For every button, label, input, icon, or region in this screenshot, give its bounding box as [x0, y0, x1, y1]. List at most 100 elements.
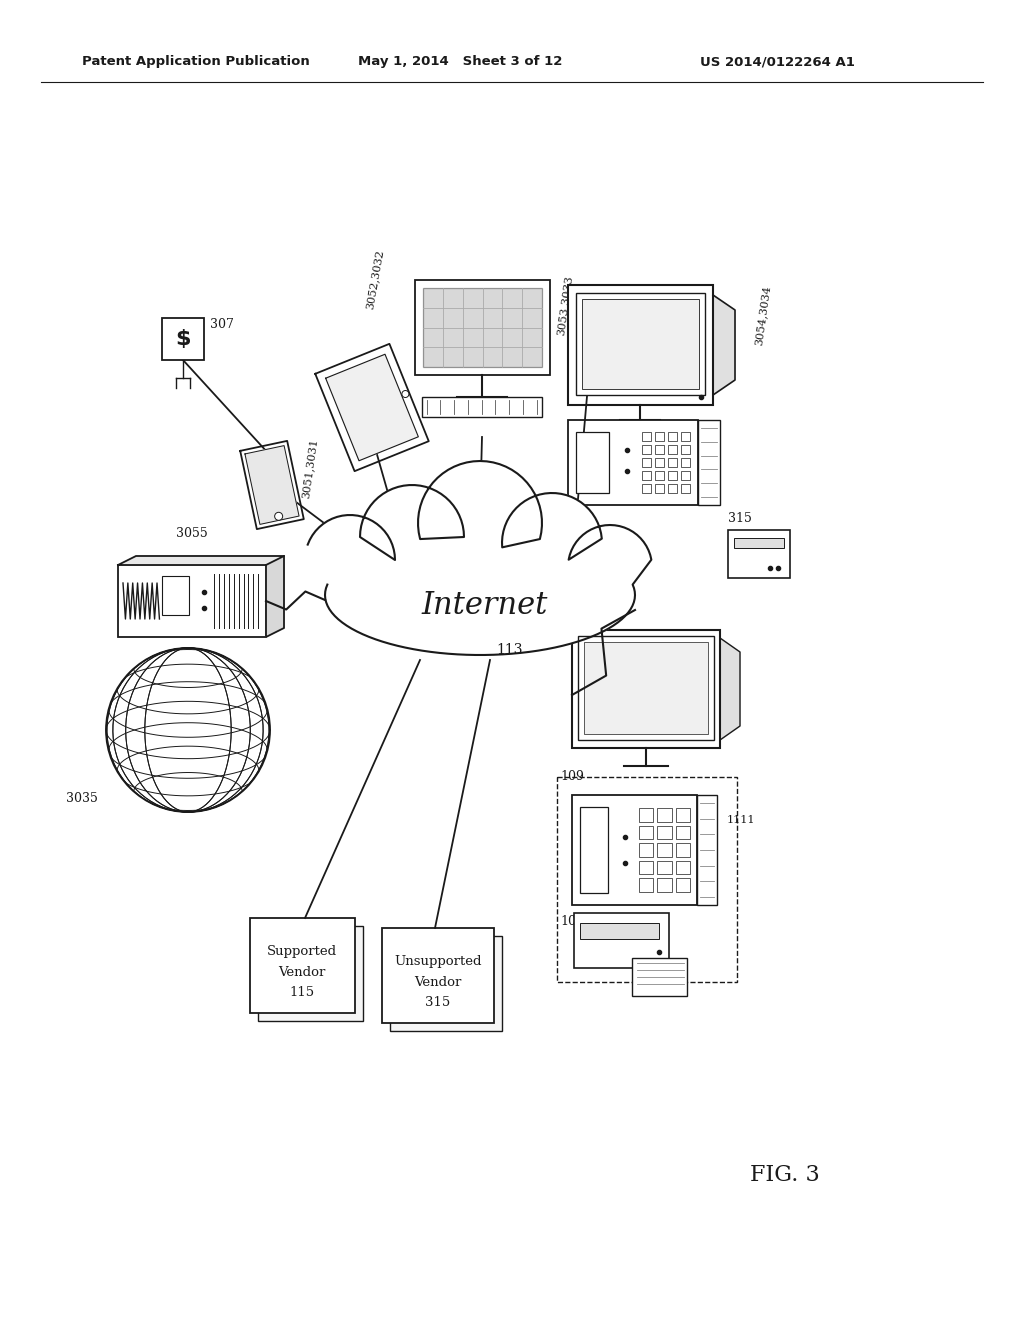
Bar	[657, 808, 672, 821]
Bar	[258, 927, 362, 1020]
Bar	[118, 565, 266, 638]
Bar	[654, 471, 664, 480]
Text: Vendor: Vendor	[415, 975, 462, 989]
Bar	[676, 808, 690, 821]
Text: 3055: 3055	[176, 527, 208, 540]
Text: 115: 115	[290, 986, 314, 999]
Bar	[639, 878, 653, 892]
Text: 315: 315	[425, 995, 451, 1008]
Polygon shape	[308, 461, 651, 655]
Text: Vendor: Vendor	[279, 966, 326, 978]
Bar	[681, 432, 689, 441]
Bar	[668, 471, 677, 480]
Bar	[639, 808, 653, 821]
Text: Supported: Supported	[267, 945, 337, 958]
Text: May 1, 2014   Sheet 3 of 12: May 1, 2014 Sheet 3 of 12	[358, 55, 562, 69]
Polygon shape	[713, 294, 735, 395]
Bar	[575, 432, 608, 492]
Bar	[163, 576, 189, 615]
Polygon shape	[118, 556, 284, 565]
Bar	[422, 397, 542, 417]
Bar	[681, 458, 689, 467]
Polygon shape	[326, 354, 419, 461]
Bar	[632, 958, 687, 997]
Bar	[654, 432, 664, 441]
Bar	[654, 458, 664, 467]
Bar	[390, 936, 502, 1031]
Text: 3051,3031: 3051,3031	[300, 438, 318, 499]
Bar	[415, 280, 550, 375]
Bar	[572, 795, 697, 906]
Text: 103: 103	[575, 609, 599, 622]
Bar	[657, 861, 672, 874]
Bar	[557, 777, 737, 982]
Bar	[641, 458, 650, 467]
Polygon shape	[315, 343, 429, 471]
Text: 3053,3033: 3053,3033	[555, 275, 573, 337]
Bar	[734, 539, 784, 548]
Bar	[654, 484, 664, 492]
Bar	[668, 458, 677, 467]
Circle shape	[274, 512, 283, 520]
Text: Unsupported: Unsupported	[394, 954, 481, 968]
Text: 315: 315	[728, 512, 752, 525]
Circle shape	[401, 391, 409, 397]
Bar	[681, 445, 689, 454]
Bar	[657, 878, 672, 892]
Bar	[382, 928, 494, 1023]
Bar	[657, 825, 672, 840]
Bar	[668, 432, 677, 441]
Text: Patent Application Publication: Patent Application Publication	[82, 55, 309, 69]
Bar	[639, 861, 653, 874]
Bar	[681, 471, 689, 480]
Bar	[572, 630, 720, 748]
Bar	[676, 878, 690, 892]
Bar	[676, 861, 690, 874]
Bar	[697, 795, 717, 906]
Bar	[580, 923, 659, 939]
Bar	[668, 484, 677, 492]
Bar	[584, 642, 708, 734]
Text: $: $	[175, 329, 190, 348]
Polygon shape	[241, 441, 304, 529]
Bar	[423, 288, 542, 367]
Bar	[654, 445, 664, 454]
Bar	[580, 807, 607, 894]
Text: 1111: 1111	[727, 814, 756, 825]
Text: 3035: 3035	[67, 792, 98, 805]
Text: US 2014/0122264 A1: US 2014/0122264 A1	[700, 55, 855, 69]
Bar	[641, 445, 650, 454]
Text: 307: 307	[210, 318, 233, 331]
Bar	[250, 917, 355, 1012]
Text: 109: 109	[560, 770, 584, 783]
Text: 3054,3034: 3054,3034	[753, 285, 771, 346]
Bar	[574, 913, 669, 968]
Bar	[639, 825, 653, 840]
Bar	[582, 300, 699, 389]
Text: FIG. 3: FIG. 3	[750, 1164, 820, 1185]
Polygon shape	[245, 446, 299, 524]
Bar	[568, 420, 698, 506]
Bar	[575, 293, 705, 395]
Bar	[568, 285, 713, 405]
Polygon shape	[720, 638, 740, 741]
Text: 113: 113	[497, 643, 523, 657]
Text: 105: 105	[560, 915, 584, 928]
Text: Internet: Internet	[422, 590, 548, 620]
Bar	[641, 432, 650, 441]
Text: 3052,3032: 3052,3032	[365, 248, 385, 310]
Bar	[728, 531, 790, 578]
Bar	[641, 471, 650, 480]
Polygon shape	[266, 556, 284, 638]
Bar	[681, 484, 689, 492]
Bar	[676, 825, 690, 840]
Bar	[578, 636, 714, 741]
Circle shape	[106, 648, 270, 812]
Bar	[657, 843, 672, 857]
Bar	[698, 420, 720, 506]
Bar	[162, 318, 204, 360]
Bar	[668, 445, 677, 454]
Text: 107: 107	[672, 853, 696, 866]
Bar	[676, 843, 690, 857]
Bar	[639, 843, 653, 857]
